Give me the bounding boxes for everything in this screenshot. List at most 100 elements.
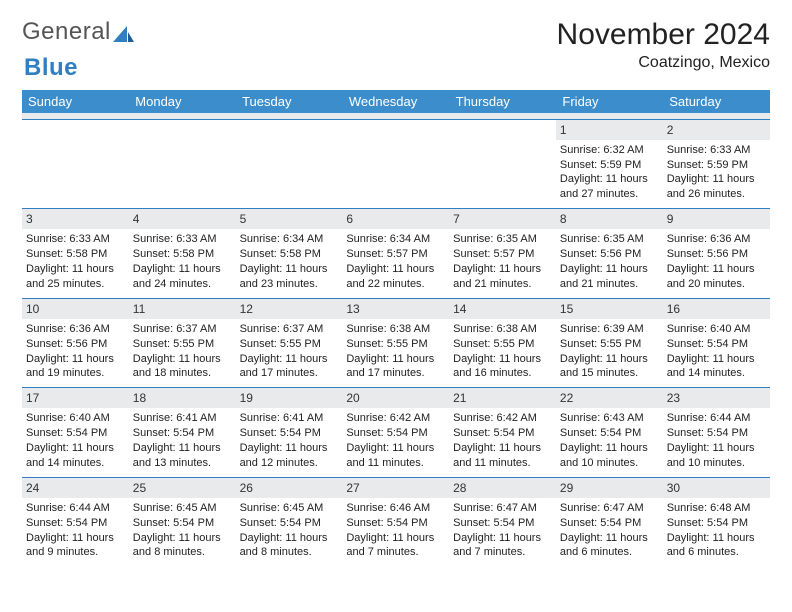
day-number: 26 — [236, 478, 343, 498]
day-info: Sunrise: 6:48 AMSunset: 5:54 PMDaylight:… — [667, 501, 766, 560]
daylight: Daylight: 11 hours and 16 minutes. — [453, 352, 552, 382]
day-number: 2 — [663, 120, 770, 140]
day-cell: 12 Sunrise: 6:37 AMSunset: 5:55 PMDayligh… — [236, 298, 343, 388]
sunset: Sunset: 5:57 PM — [453, 247, 552, 262]
daylight: Daylight: 11 hours and 8 minutes. — [240, 531, 339, 561]
daylight: Daylight: 11 hours and 9 minutes. — [26, 531, 125, 561]
day-info: Sunrise: 6:33 AMSunset: 5:59 PMDaylight:… — [667, 143, 766, 202]
sunrise: Sunrise: 6:46 AM — [346, 501, 445, 516]
day-cell: 8Sunrise: 6:35 AMSunset: 5:56 PMDaylight… — [556, 209, 663, 299]
sunrise: Sunrise: 6:42 AM — [453, 411, 552, 426]
day-number: 21 — [449, 388, 556, 408]
sunrise: Sunrise: 6:37 AM — [240, 322, 339, 337]
day-cell: 30 Sunrise: 6:48 AMSunset: 5:54 PMDayligh… — [663, 477, 770, 566]
day-number: 4 — [129, 209, 236, 229]
day-number: 24 — [22, 478, 129, 498]
week-row: 3Sunrise: 6:33 AMSunset: 5:58 PMDaylight… — [22, 209, 770, 299]
daylight: Daylight: 11 hours and 11 minutes. — [453, 441, 552, 471]
daylight: Daylight: 11 hours and 11 minutes. — [346, 441, 445, 471]
sunrise: Sunrise: 6:45 AM — [240, 501, 339, 516]
sunrise: Sunrise: 6:33 AM — [133, 232, 232, 247]
day-number: 3 — [22, 209, 129, 229]
day-cell: 5Sunrise: 6:34 AMSunset: 5:58 PMDaylight… — [236, 209, 343, 299]
daylight: Daylight: 11 hours and 10 minutes. — [560, 441, 659, 471]
day-info: Sunrise: 6:41 AMSunset: 5:54 PMDaylight:… — [240, 411, 339, 470]
sunrise: Sunrise: 6:41 AM — [133, 411, 232, 426]
day-cell: 15Sunrise: 6:39 AMSunset: 5:55 PMDayligh… — [556, 298, 663, 388]
day-cell: 2 Sunrise: 6:33 AMSunset: 5:59 PMDaylight… — [663, 119, 770, 209]
day-number: 30 — [663, 478, 770, 498]
day-cell: 25Sunrise: 6:45 AMSunset: 5:54 PMDayligh… — [129, 477, 236, 566]
day-number: 14 — [449, 299, 556, 319]
day-cell: 14Sunrise: 6:38 AMSunset: 5:55 PMDayligh… — [449, 298, 556, 388]
sunrise: Sunrise: 6:32 AM — [560, 143, 659, 158]
location: Coatzingo, Mexico — [557, 54, 770, 72]
day-cell: . — [449, 119, 556, 209]
day-number: 16 — [663, 299, 770, 319]
day-number: 11 — [129, 299, 236, 319]
day-cell: 28Sunrise: 6:47 AMSunset: 5:54 PMDayligh… — [449, 477, 556, 566]
sunset: Sunset: 5:54 PM — [346, 426, 445, 441]
day-info: Sunrise: 6:36 AMSunset: 5:56 PMDaylight:… — [26, 322, 125, 381]
day-number: 12 — [236, 299, 343, 319]
sunrise: Sunrise: 6:47 AM — [453, 501, 552, 516]
sunset: Sunset: 5:54 PM — [667, 337, 766, 352]
dow-sunday: Sunday — [22, 90, 129, 113]
title-block: November 2024 Coatzingo, Mexico — [557, 18, 770, 72]
day-number: 20 — [342, 388, 449, 408]
sunrise: Sunrise: 6:38 AM — [453, 322, 552, 337]
sunset: Sunset: 5:54 PM — [560, 516, 659, 531]
sunset: Sunset: 5:58 PM — [133, 247, 232, 262]
sunrise: Sunrise: 6:47 AM — [560, 501, 659, 516]
day-info: Sunrise: 6:46 AMSunset: 5:54 PMDaylight:… — [346, 501, 445, 560]
day-number: 25 — [129, 478, 236, 498]
sunset: Sunset: 5:54 PM — [240, 426, 339, 441]
day-info: Sunrise: 6:39 AMSunset: 5:55 PMDaylight:… — [560, 322, 659, 381]
day-info: Sunrise: 6:47 AMSunset: 5:54 PMDaylight:… — [560, 501, 659, 560]
sunrise: Sunrise: 6:33 AM — [26, 232, 125, 247]
daylight: Daylight: 11 hours and 21 minutes. — [560, 262, 659, 292]
day-cell: 19Sunrise: 6:41 AMSunset: 5:54 PMDayligh… — [236, 388, 343, 478]
day-cell: 18Sunrise: 6:41 AMSunset: 5:54 PMDayligh… — [129, 388, 236, 478]
dow-saturday: Saturday — [663, 90, 770, 113]
day-number: 22 — [556, 388, 663, 408]
day-info: Sunrise: 6:37 AMSunset: 5:55 PMDaylight:… — [133, 322, 232, 381]
day-cell: . — [129, 119, 236, 209]
day-info: Sunrise: 6:36 AMSunset: 5:56 PMDaylight:… — [667, 232, 766, 291]
daylight: Daylight: 11 hours and 10 minutes. — [667, 441, 766, 471]
daylight: Daylight: 11 hours and 23 minutes. — [240, 262, 339, 292]
day-cell: 13Sunrise: 6:38 AMSunset: 5:55 PMDayligh… — [342, 298, 449, 388]
day-cell: 21Sunrise: 6:42 AMSunset: 5:54 PMDayligh… — [449, 388, 556, 478]
daylight: Daylight: 11 hours and 25 minutes. — [26, 262, 125, 292]
day-cell: 9Sunrise: 6:36 AMSunset: 5:56 PMDaylight… — [663, 209, 770, 299]
day-info: Sunrise: 6:34 AMSunset: 5:58 PMDaylight:… — [240, 232, 339, 291]
day-info: Sunrise: 6:35 AMSunset: 5:56 PMDaylight:… — [560, 232, 659, 291]
day-number: 23 — [663, 388, 770, 408]
sunrise: Sunrise: 6:43 AM — [560, 411, 659, 426]
sail-icon — [113, 24, 135, 44]
sunrise: Sunrise: 6:35 AM — [453, 232, 552, 247]
day-cell: 27Sunrise: 6:46 AMSunset: 5:54 PMDayligh… — [342, 477, 449, 566]
sunrise: Sunrise: 6:39 AM — [560, 322, 659, 337]
sunrise: Sunrise: 6:34 AM — [240, 232, 339, 247]
sunrise: Sunrise: 6:35 AM — [560, 232, 659, 247]
sunrise: Sunrise: 6:42 AM — [346, 411, 445, 426]
daylight: Daylight: 11 hours and 27 minutes. — [560, 172, 659, 202]
daylight: Daylight: 11 hours and 20 minutes. — [667, 262, 766, 292]
day-cell: 22Sunrise: 6:43 AMSunset: 5:54 PMDayligh… — [556, 388, 663, 478]
calendar-body: .....1Sunrise: 6:32 AMSunset: 5:59 PMDay… — [22, 119, 770, 566]
week-row: 10 Sunrise: 6:36 AMSunset: 5:56 PMDayligh… — [22, 298, 770, 388]
day-info: Sunrise: 6:37 AMSunset: 5:55 PMDaylight:… — [240, 322, 339, 381]
sunrise: Sunrise: 6:44 AM — [667, 411, 766, 426]
day-info: Sunrise: 6:44 AMSunset: 5:54 PMDaylight:… — [667, 411, 766, 470]
day-cell: . — [342, 119, 449, 209]
day-cell: 17Sunrise: 6:40 AMSunset: 5:54 PMDayligh… — [22, 388, 129, 478]
week-row: .....1Sunrise: 6:32 AMSunset: 5:59 PMDay… — [22, 119, 770, 209]
sunset: Sunset: 5:57 PM — [346, 247, 445, 262]
daylight: Daylight: 11 hours and 17 minutes. — [240, 352, 339, 382]
sunrise: Sunrise: 6:36 AM — [667, 232, 766, 247]
day-cell: 23 Sunrise: 6:44 AMSunset: 5:54 PMDayligh… — [663, 388, 770, 478]
day-number: 10 — [22, 299, 129, 319]
day-cell: 24Sunrise: 6:44 AMSunset: 5:54 PMDayligh… — [22, 477, 129, 566]
day-number: 28 — [449, 478, 556, 498]
